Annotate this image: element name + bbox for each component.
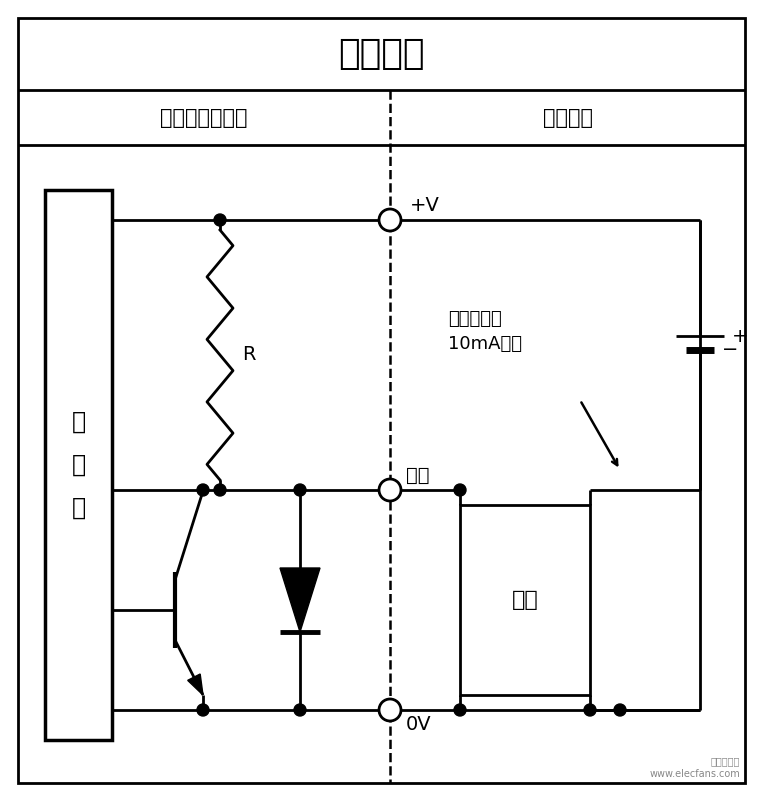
Circle shape <box>379 699 401 721</box>
Text: 输出: 输出 <box>406 466 430 485</box>
Circle shape <box>294 704 306 716</box>
Circle shape <box>214 214 226 226</box>
Circle shape <box>294 484 306 496</box>
Text: 电压输出: 电压输出 <box>338 37 425 71</box>
Text: 流出电流：
10mA以下: 流出电流： 10mA以下 <box>448 310 522 353</box>
Bar <box>45 190 112 740</box>
Circle shape <box>614 704 626 716</box>
Circle shape <box>214 484 226 496</box>
Circle shape <box>454 704 466 716</box>
Circle shape <box>454 484 466 496</box>
Bar <box>460 505 590 695</box>
Circle shape <box>197 484 209 496</box>
Text: R: R <box>242 345 256 364</box>
Text: 主
电
路: 主 电 路 <box>72 410 85 520</box>
Text: 0V: 0V <box>406 715 432 734</box>
Text: −: − <box>722 340 739 360</box>
Circle shape <box>379 209 401 231</box>
Polygon shape <box>188 674 203 695</box>
Circle shape <box>197 704 209 716</box>
Text: +: + <box>732 327 749 345</box>
Text: 旋转编码器电路: 旋转编码器电路 <box>160 107 248 127</box>
Circle shape <box>584 704 596 716</box>
Text: 外部连接: 外部连接 <box>542 107 593 127</box>
Text: 电子发烧友
www.elecfans.com: 电子发烧友 www.elecfans.com <box>649 757 740 779</box>
Polygon shape <box>280 568 320 632</box>
Text: 负载: 负载 <box>512 590 539 610</box>
Text: +V: +V <box>410 196 440 215</box>
Circle shape <box>379 479 401 501</box>
